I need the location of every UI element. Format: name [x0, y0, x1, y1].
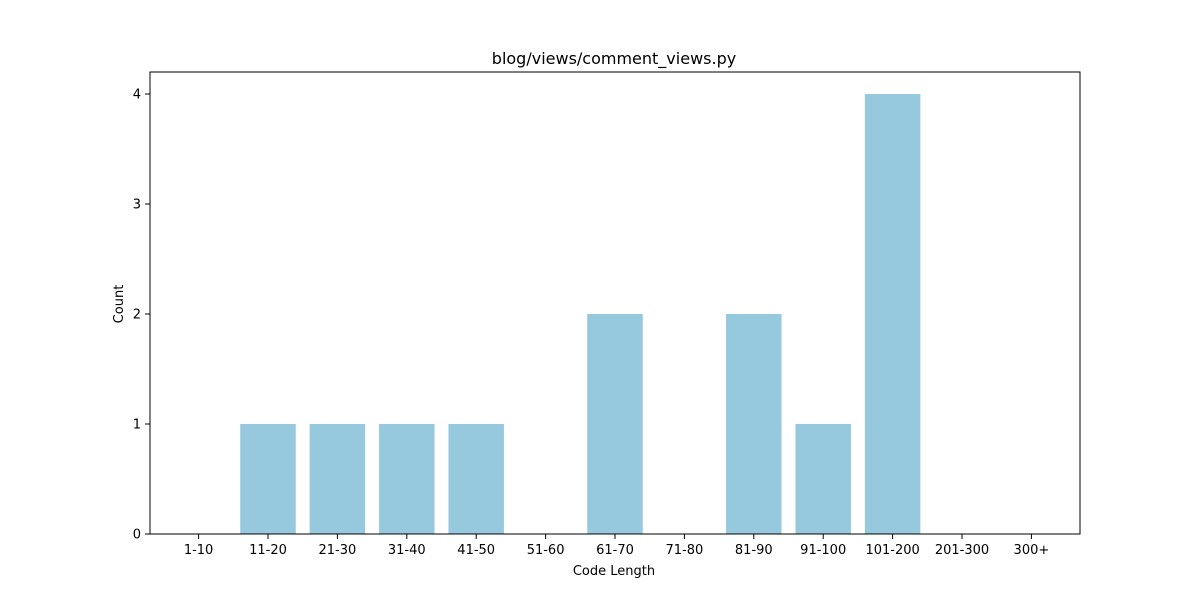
x-axis-label: Code Length: [573, 564, 655, 579]
y-axis-label: Count: [112, 285, 127, 324]
x-tick-label: 201-300: [935, 543, 989, 558]
y-tick-label: 0: [133, 528, 141, 543]
x-tick-label: 21-30: [318, 543, 356, 558]
y-tick-label: 4: [133, 88, 141, 103]
bar-21-30: [309, 424, 366, 534]
bar-61-70: [587, 314, 643, 534]
x-tick-label: 61-70: [596, 543, 634, 558]
x-tick-label: 71-80: [666, 543, 704, 558]
x-tick-label: 11-20: [249, 543, 287, 558]
bar-81-90: [726, 314, 782, 534]
x-tick-label: 101-200: [865, 543, 919, 558]
plot-area: 1-10 11-20 21-30 31-40 41-50 51-60 61-70 71-80 8…: [133, 71, 1081, 558]
x-tick-label: 91-100: [800, 543, 846, 558]
x-tick-label: 31-40: [388, 543, 426, 558]
x-tick-label: 81-90: [735, 543, 773, 558]
x-tick-label: 1-10: [184, 543, 214, 558]
bar-31-40: [379, 424, 435, 534]
x-tick-label: 41-50: [457, 543, 495, 558]
y-tick-label: 2: [133, 308, 141, 323]
bar-101-200: [864, 94, 921, 534]
bar-91-100: [795, 424, 851, 534]
y-tick-label: 1: [133, 418, 141, 433]
bar-11-20: [240, 424, 296, 534]
x-tick-label: 300+: [1014, 543, 1050, 558]
x-tick-label: 51-60: [527, 543, 565, 558]
y-tick-label: 3: [133, 198, 141, 213]
chart-title: blog/views/comment_views.py: [492, 49, 736, 69]
bar-41-50: [448, 424, 504, 534]
